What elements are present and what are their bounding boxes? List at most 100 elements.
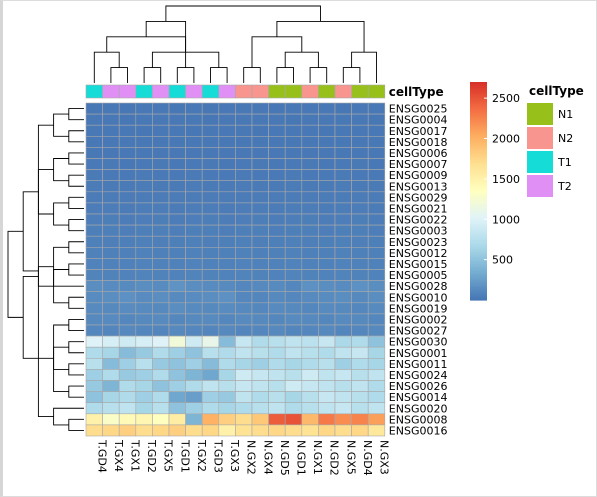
heatmap-cell [152, 158, 170, 170]
color-scale-segment [470, 292, 487, 296]
heatmap-cell [284, 102, 303, 115]
color-scale-segment [470, 210, 487, 214]
heatmap-cell [168, 424, 186, 437]
heatmap-cell [367, 313, 386, 326]
row-label: ENSG0011 [389, 358, 448, 371]
group-legend: cellType N1 N2 T1 T2 [527, 84, 584, 197]
row-label: ENSG0002 [389, 313, 448, 326]
heatmap-cell [235, 202, 253, 215]
row-tree-branch [37, 169, 54, 215]
heatmap-cell [318, 291, 336, 304]
heatmap-cell [135, 313, 153, 326]
heatmap-cell [334, 302, 352, 315]
heatmap-cell [218, 324, 236, 337]
heatmap-cell [251, 158, 269, 170]
heatmap-cell [201, 202, 220, 215]
heatmap-cell [235, 291, 253, 304]
color-scale-segment [470, 149, 487, 152]
color-scale-segment [470, 185, 487, 188]
heatmap-cell [351, 258, 369, 270]
row-label: ENSG0008 [389, 413, 448, 426]
heatmap-cell [351, 346, 369, 359]
heatmap-cell [85, 346, 103, 359]
heatmap-cell [367, 291, 386, 304]
heatmap-cell [218, 235, 236, 248]
heatmap-cell [135, 247, 153, 259]
heatmap-cell [367, 169, 386, 182]
column-tree-branch [243, 67, 261, 83]
heatmap-cell [118, 391, 137, 404]
heatmap-cell [201, 158, 220, 170]
color-scale-segment [470, 254, 487, 257]
color-scale-segment [470, 234, 487, 238]
row-tree-branch [37, 124, 54, 418]
heatmap-cell [218, 147, 236, 159]
heatmap-cell [135, 269, 153, 281]
color-scale-segment [470, 131, 487, 134]
color-scale-segment [470, 250, 487, 254]
annotation-cell [301, 84, 319, 99]
color-scale-segment [470, 109, 487, 112]
heatmap-cell [351, 180, 369, 193]
heatmap-cell [235, 335, 253, 348]
group-legend-title: cellType [529, 84, 584, 98]
heatmap-cell [85, 180, 103, 193]
heatmap-cell [334, 313, 352, 326]
heatmap-cell [334, 424, 352, 437]
color-scale-tick-label: 1000 [492, 213, 520, 226]
column-label: N.GX5 [344, 440, 357, 475]
heatmap-cell [135, 147, 153, 159]
heatmap-cell [85, 302, 103, 315]
heatmap-cell [351, 424, 369, 437]
heatmap-cell [168, 136, 186, 148]
row-label: ENSG0017 [389, 125, 448, 138]
heatmap-cell [251, 124, 269, 137]
heatmap-cell [218, 369, 236, 381]
heatmap-cell [201, 413, 220, 426]
row-label: ENSG0022 [389, 214, 448, 227]
row-tree-branch [22, 275, 39, 359]
heatmap-cell [301, 113, 319, 126]
heatmap-cell [301, 180, 319, 193]
column-label: N.GD1 [295, 440, 308, 476]
color-scale-segment [470, 89, 487, 92]
group-legend-label: N2 [558, 132, 573, 145]
heatmap-cell [102, 280, 120, 293]
heatmap-cell [318, 124, 336, 137]
heatmap-cell [218, 413, 236, 426]
color-scale-segment [470, 120, 487, 123]
heatmap-cell [185, 247, 203, 259]
color-scale-segment [470, 163, 487, 167]
heatmap-cell [268, 158, 286, 170]
heatmap-cell [185, 169, 203, 182]
heatmap-cell [185, 280, 203, 293]
row-label: ENSG0026 [389, 380, 448, 393]
color-scale-segment [470, 189, 487, 192]
heatmap-cell [135, 402, 153, 415]
column-label: N.GD2 [328, 440, 341, 476]
color-scale-segment [470, 272, 487, 276]
heatmap-cell [334, 136, 352, 148]
row-tree-branch [68, 196, 84, 209]
heatmap-cell [135, 369, 153, 381]
heatmap-cell [185, 158, 203, 170]
heatmap-cell [318, 402, 336, 415]
heatmap-cell [185, 258, 203, 270]
heatmap-cell [201, 235, 220, 248]
heatmap-cell [152, 224, 170, 237]
heatmap-cell [185, 291, 203, 304]
color-scale-segment [470, 111, 487, 114]
column-label: T.GD3 [212, 439, 225, 473]
heatmap-cell [118, 335, 137, 348]
heatmap-cell [152, 147, 170, 159]
heatmap-cell [334, 147, 352, 159]
color-scale-segment [470, 161, 487, 165]
heatmap-cell [318, 202, 336, 215]
color-scale-segment [470, 183, 487, 187]
row-label: ENSG0029 [389, 191, 448, 204]
heatmap-cell [102, 413, 120, 426]
annotation-cell [367, 84, 386, 99]
heatmap-cell [235, 147, 253, 159]
heatmap-cell [152, 113, 170, 126]
heatmap-cell [152, 169, 170, 182]
